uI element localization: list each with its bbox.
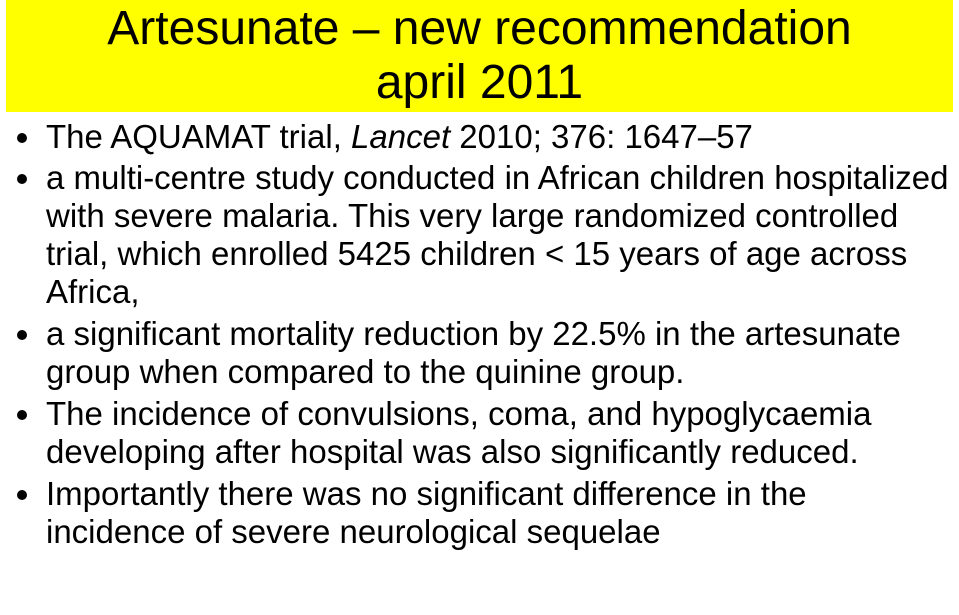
bullet-italic: Lancet	[351, 118, 450, 155]
bullet-text: 2010; 376: 1647–57	[450, 118, 753, 155]
bullet-text: a multi-centre study conducted in Africa…	[46, 159, 949, 310]
slide-title: Artesunate – new recommendation april 20…	[6, 2, 953, 110]
bullet-item: The AQUAMAT trial, Lancet 2010; 376: 164…	[44, 118, 949, 156]
bullet-item: a significant mortality reduction by 22.…	[44, 315, 949, 391]
bullet-text: a significant mortality reduction by 22.…	[46, 315, 901, 390]
bullet-text: Importantly there was no significant dif…	[46, 475, 807, 550]
title-highlight: Artesunate – new recommendation april 20…	[6, 0, 953, 112]
bullet-item: a multi-centre study conducted in Africa…	[44, 159, 949, 311]
bullet-text: The AQUAMAT trial,	[46, 118, 351, 155]
bullet-item: Importantly there was no significant dif…	[44, 475, 949, 551]
title-line-2: april 2011	[376, 56, 583, 109]
bullet-item: The incidence of convulsions, coma, and …	[44, 395, 949, 471]
bullet-text: The incidence of convulsions, coma, and …	[46, 395, 871, 470]
bullet-list: The AQUAMAT trial, Lancet 2010; 376: 164…	[10, 118, 949, 551]
slide: Artesunate – new recommendation april 20…	[0, 0, 959, 615]
title-line-1: Artesunate – new recommendation	[107, 2, 851, 55]
